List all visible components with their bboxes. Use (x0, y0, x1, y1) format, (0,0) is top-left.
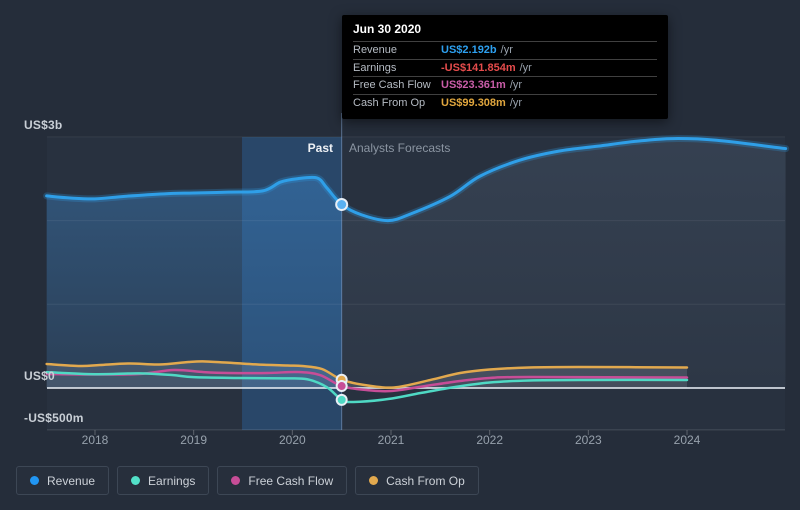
tooltip-row-value: -US$141.854m (441, 61, 516, 74)
x-axis-label-2020: 2020 (278, 433, 306, 447)
x-axis-label-2022: 2022 (476, 433, 504, 447)
x-axis-label-2021: 2021 (377, 433, 405, 447)
chart-tooltip: Jun 30 2020 Revenue US$2.192b/yr Earnings -… (342, 15, 668, 119)
revenue-forecast-area (341, 138, 786, 388)
x-axis-label-2019: 2019 (180, 433, 207, 447)
legend-item-revenue[interactable]: Revenue (16, 466, 110, 495)
data-dot-revenue[interactable] (335, 198, 349, 212)
tooltip-row-label: Cash From Op (353, 96, 426, 109)
x-axis-label-2018: 2018 (81, 433, 109, 447)
legend-dot-icon (369, 476, 379, 485)
chart-legend: Revenue Earnings Free Cash Flow Cash From O… (16, 466, 479, 495)
legend-dot-icon (30, 476, 39, 485)
legend-item-label: Earnings (148, 473, 196, 488)
tooltip-row-value: US$23.361m (441, 79, 506, 91)
legend-dot-icon (231, 476, 241, 485)
tooltip-row-value: US$99.308m (441, 96, 506, 109)
legend-item-label: Revenue (47, 473, 96, 488)
legend-item-label: Cash From Op (386, 473, 465, 488)
revenue-past-area (46, 177, 342, 388)
tooltip-row: Cash From Op US$99.308m/yr (353, 93, 657, 112)
tooltip-rows: Revenue US$2.192b/yr Earnings -US$141.854m /… (353, 41, 657, 111)
series-line-cash-from-op (45, 360, 689, 389)
tooltip-row-unit: /yr (500, 44, 513, 56)
tooltip-row-unit: /yr (509, 96, 523, 109)
data-dot-earnings[interactable] (335, 393, 348, 406)
legend-dot-icon (131, 476, 141, 485)
forecast-section-label: Analysts Forecasts (349, 141, 451, 155)
tooltip-row: Free Cash Flow US$23.361m/yr (353, 76, 657, 94)
tooltip-row-label: Revenue (353, 44, 398, 56)
legend-item-earnings[interactable]: Earnings (117, 466, 210, 495)
y-axis-label: US$0 (24, 369, 55, 383)
tooltip-row-value: US$2.192b (441, 44, 497, 56)
tooltip-row-label: Earnings (353, 61, 397, 74)
series-line-earnings (45, 370, 689, 404)
x-axis-label-2024: 2024 (673, 433, 701, 447)
data-dot-free-cash-flow[interactable] (335, 380, 348, 393)
tooltip-row: Earnings -US$141.854m/yr (353, 58, 657, 77)
past-section-label: Past (307, 141, 333, 155)
legend-item-free-cash-flow[interactable]: Free Cash Flow (217, 466, 348, 495)
y-axis-label: -US$500m (24, 410, 84, 425)
legend-item-cash-from-op[interactable]: Cash From Op (355, 466, 479, 495)
series-line-free-cash-flow (45, 368, 689, 393)
x-axis-label-2023: 2023 (574, 433, 602, 447)
tooltip-date: Jun 30 2020 (353, 22, 422, 36)
tooltip-row: Revenue US$2.192b/yr (353, 41, 657, 59)
tooltip-row-label: Free Cash Flow (353, 79, 431, 91)
legend-item-label: Free Cash Flow (248, 473, 334, 488)
tooltip-row-unit: /yr (519, 61, 532, 74)
tooltip-row-unit: /yr (509, 79, 523, 91)
y-axis-label: US$3b (24, 117, 63, 132)
